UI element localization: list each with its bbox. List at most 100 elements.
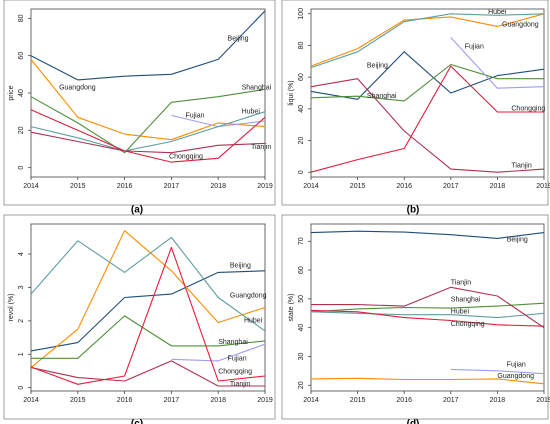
x-tick-label: 2017: [164, 183, 180, 190]
series-line-chongqing: [310, 65, 544, 173]
series-label-tianjin: Tianjin: [511, 162, 531, 169]
series-line-hubei: [30, 236, 266, 332]
y-tick-label: 2: [18, 319, 25, 323]
y-tick-label: 40: [298, 105, 305, 113]
x-tick-label: 2018: [210, 397, 226, 404]
series-line-guangdong: [310, 13, 545, 67]
series-line-tianjin: [311, 286, 545, 329]
series-line-chongqing: [30, 246, 266, 385]
series-line-beijing: [30, 270, 266, 352]
x-tick-label: 2016: [117, 397, 133, 404]
y-tick-label: 50: [298, 295, 305, 303]
y-tick-label: 20: [18, 126, 25, 134]
y-tick-label: 0: [18, 166, 25, 170]
series-line-hubei: [310, 13, 545, 69]
y-tick-label: 20: [298, 381, 305, 389]
series-line-guangdong: [30, 59, 266, 141]
x-tick-label: 2018: [490, 397, 506, 404]
series-label-guangdong: Guangdong: [230, 292, 267, 299]
series-label-guangdong: Guangdong: [502, 21, 539, 28]
plot-area: [310, 8, 545, 178]
y-tick-label: 80: [298, 41, 305, 49]
y-tick-label: 70: [298, 237, 305, 245]
y-tick-label: 60: [298, 266, 305, 274]
series-label-beijing: Beijing: [228, 36, 249, 43]
series-label-shanghai: Shanghai: [242, 84, 272, 91]
y-tick-label: 40: [18, 89, 25, 97]
x-tick-label: 2019: [536, 183, 550, 190]
x-tick-label: 2017: [443, 397, 459, 404]
series-label-chongqing: Chongqing: [451, 321, 485, 328]
y-tick-label: 0: [298, 170, 305, 174]
series-line-tianjin: [30, 360, 265, 387]
y-tick-label: 30: [298, 352, 305, 360]
y-tick-label: 20: [298, 137, 305, 145]
panel-caption: (b): [407, 204, 420, 215]
series-line-hubei: [30, 111, 266, 152]
series-label-fujian: Fujian: [228, 355, 247, 362]
y-tick-label: 60: [298, 73, 305, 81]
series-label-fujian: Fujian: [465, 44, 484, 51]
x-tick-label: 2015: [70, 397, 86, 404]
series-label-shanghai: Shanghai: [367, 93, 397, 100]
y-tick-label: 3: [18, 285, 25, 289]
series-label-chongqing: Chongqing: [169, 153, 203, 160]
series-label-tianjin: Tianjin: [451, 279, 471, 286]
series-line-shanghai: [31, 315, 266, 359]
y-tick-label: 60: [18, 52, 25, 60]
x-tick-label: 2015: [70, 183, 86, 190]
series-label-hubei: Hubei: [488, 9, 507, 16]
series-label-hubei: Hubei: [244, 318, 263, 325]
x-tick-label: 2019: [257, 183, 273, 190]
panel-caption: (d): [407, 418, 420, 424]
x-tick-label: 2016: [117, 183, 133, 190]
panel-b: 0 20 40 60 80 100 2014 2015 2016 2017 2018 2019 liqu…: [281, 0, 550, 215]
panel-a: 0 20 40 60 80 2014 2015 2016 2017 2018 2019 price Be…: [3, 0, 276, 215]
x-tick-label: 2018: [210, 183, 226, 190]
x-tick-label: 2015: [350, 183, 366, 190]
series-line-guangdong: [310, 377, 545, 385]
series-line-chongqing: [30, 109, 266, 163]
series-label-chongqing: Chongqing: [511, 105, 545, 112]
x-tick-label: 2015: [350, 397, 366, 404]
series-label-beijing: Beijing: [367, 63, 388, 70]
series-line-hubei: [310, 311, 545, 319]
y-tick-label: 1: [18, 352, 25, 356]
panel-frame: [3, 214, 276, 420]
x-tick-label: 2017: [164, 397, 180, 404]
panel-c: 0 1 2 3 4 2014 2015 2016 2017 2018 2019 revol (%) Be…: [3, 214, 276, 424]
x-tick-label: 2019: [257, 397, 273, 404]
series-label-fujian: Fujian: [185, 112, 204, 119]
plot-area: [310, 223, 545, 392]
series-label-hubei: Hubei: [451, 308, 470, 315]
x-tick-label: 2017: [443, 183, 459, 190]
x-tick-label: 2014: [23, 183, 39, 190]
y-tick-label: 4: [18, 252, 25, 256]
series-line-shanghai: [310, 63, 544, 102]
series-label-chongqing: Chongqing: [218, 369, 252, 376]
panel-frame: [281, 0, 549, 206]
series-label-shanghai: Shanghai: [218, 339, 248, 346]
y-tick-label: 40: [298, 324, 305, 332]
series-label-guangdong: Guangdong: [59, 84, 96, 91]
series-label-fujian: Fujian: [507, 362, 526, 369]
series-label-tianjin: Tianjin: [230, 381, 250, 388]
series-line-beijing: [310, 51, 545, 100]
series-line-fujian: [450, 37, 545, 89]
panel-frame: [3, 0, 276, 206]
panel-caption: (c): [131, 418, 143, 424]
series-line-guangdong: [30, 230, 266, 369]
x-tick-label: 2016: [396, 183, 412, 190]
series-line-fujian: [171, 343, 266, 362]
panel-d: 20 30 40 50 60 70 2014 2015 2016 2017 2018 2019 stat…: [281, 214, 550, 424]
x-tick-label: 2018: [490, 183, 506, 190]
x-tick-label: 2016: [396, 397, 412, 404]
series-line-tianjin: [30, 131, 266, 154]
series-line-shanghai: [310, 302, 545, 313]
y-tick-label: 0: [18, 386, 25, 390]
x-tick-label: 2014: [303, 397, 319, 404]
series-line-tianjin: [310, 78, 545, 173]
series-label-beijing: Beijing: [507, 236, 528, 243]
x-tick-label: 2014: [23, 397, 39, 404]
